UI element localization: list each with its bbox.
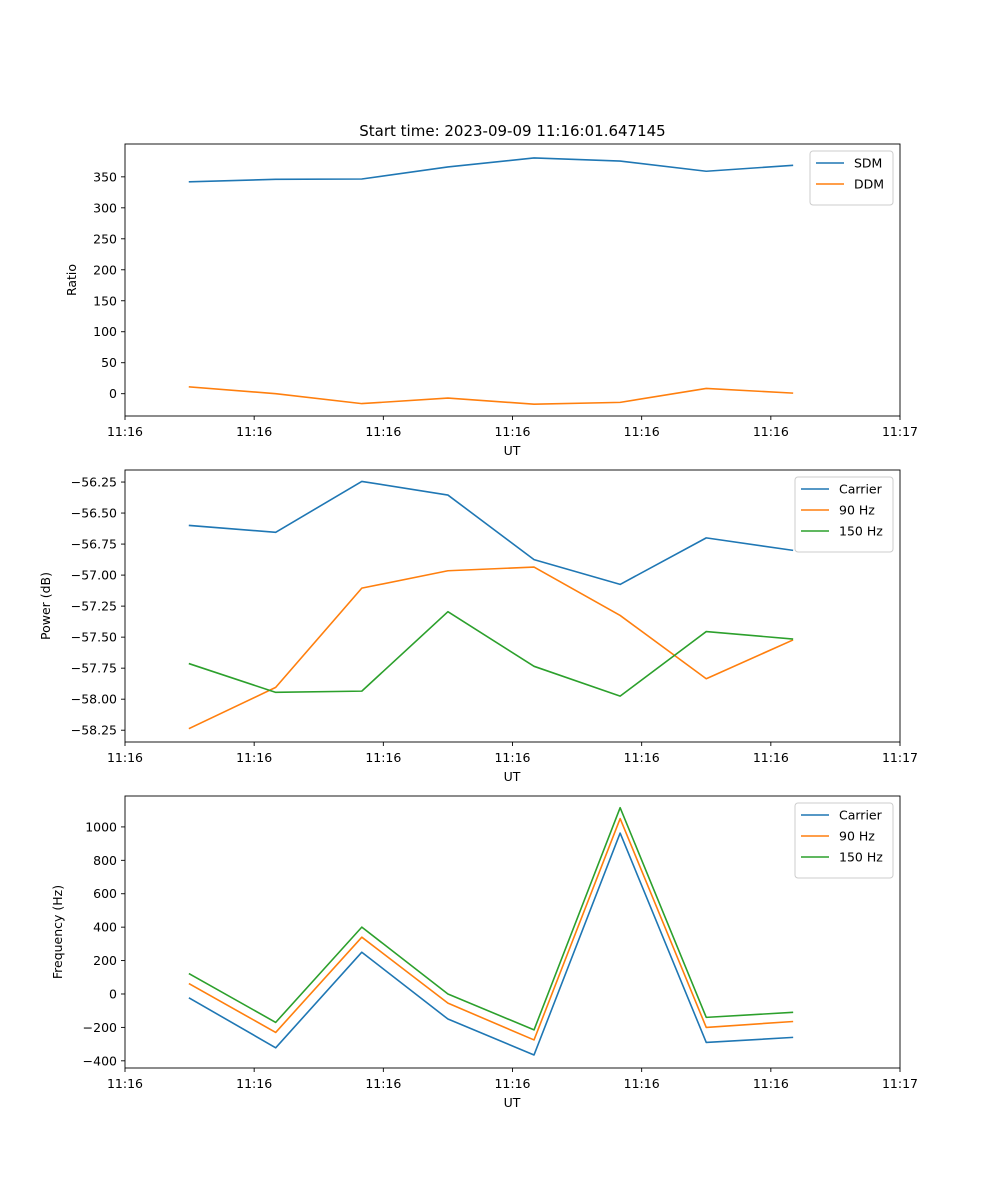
series-line-ddm <box>188 386 794 406</box>
y-tick-label: −56.50 <box>71 506 117 521</box>
y-tick-label: 100 <box>93 324 117 339</box>
x-tick-label: 11:16 <box>107 750 143 765</box>
x-tick-label: 11:16 <box>753 424 789 439</box>
x-tick-label: 11:16 <box>494 424 530 439</box>
y-tick-label: −57.25 <box>71 599 117 614</box>
y-axis-label: Power (dB) <box>38 572 53 640</box>
y-axis-label: Frequency (Hz) <box>50 885 65 979</box>
subplots: 11:16 11:16 11:16 11:16 11:16 11:16 11:17 0 50 10… <box>38 122 918 1110</box>
legend-box <box>794 802 894 879</box>
subplot-1: 11:16 11:16 11:16 11:16 11:16 11:16 11:17 0 50 10… <box>64 122 918 458</box>
y-tick-label: −57.75 <box>71 661 117 676</box>
x-tick-label: 11:16 <box>236 750 272 765</box>
x-tick-label: 11:16 <box>624 1076 660 1091</box>
x-tick-label: 11:16 <box>494 750 530 765</box>
legend-label: 90 Hz <box>839 503 875 518</box>
y-tick-label: 0 <box>109 386 117 401</box>
legend-label: 150 Hz <box>839 524 883 539</box>
y-tick-label: 250 <box>93 231 117 246</box>
series-line-carrier <box>188 832 794 1056</box>
y-tick-label: 350 <box>93 169 117 184</box>
chart-title: Start time: 2023-09-09 11:16:01.647145 <box>359 122 665 140</box>
x-tick-label: 11:16 <box>624 750 660 765</box>
x-tick-label: 11:16 <box>753 750 789 765</box>
x-tick-label: 11:16 <box>365 750 401 765</box>
x-tick-label: 11:17 <box>882 1076 918 1091</box>
series-line-150-hz <box>188 806 794 1031</box>
y-tick-label: 600 <box>93 886 117 901</box>
y-tick-label: −57.50 <box>71 630 117 645</box>
y-tick-label: 200 <box>93 262 117 277</box>
y-tick-label: −56.25 <box>71 475 117 490</box>
x-tick-label: 11:16 <box>624 424 660 439</box>
series-line-90-hz <box>188 566 794 730</box>
series-line-90-hz <box>188 817 794 1041</box>
x-axis-label: UT <box>504 443 521 458</box>
legend-label: SDM <box>854 156 882 171</box>
y-axis-label: Ratio <box>64 264 79 296</box>
x-tick-label: 11:17 <box>882 750 918 765</box>
subplot-2: 11:16 11:16 11:16 11:16 11:16 11:16 11:17 −56.2… <box>38 469 918 784</box>
legend-label: 90 Hz <box>839 829 875 844</box>
y-tick-label: −400 <box>83 1053 117 1068</box>
x-tick-label: 11:16 <box>236 1076 272 1091</box>
x-tick-label: 11:16 <box>107 1076 143 1091</box>
legend-label: DDM <box>854 177 884 192</box>
y-tick-label: 400 <box>93 920 117 935</box>
legend-box <box>794 476 894 553</box>
y-tick-label: −56.75 <box>71 537 117 552</box>
series-line-sdm <box>188 157 794 183</box>
series-line-carrier <box>188 480 794 586</box>
x-tick-label: 11:17 <box>882 424 918 439</box>
x-tick-label: 11:16 <box>494 1076 530 1091</box>
y-tick-label: −57.00 <box>71 568 117 583</box>
subplot-3: 11:16 11:16 11:16 11:16 11:16 11:16 11:17 −400 −… <box>50 795 918 1110</box>
legend-box <box>809 150 894 206</box>
y-tick-label: −58.25 <box>71 723 117 738</box>
legend-label: 150 Hz <box>839 850 883 865</box>
y-tick-label: 150 <box>93 293 117 308</box>
y-tick-label: 0 <box>109 986 117 1001</box>
x-tick-label: 11:16 <box>236 424 272 439</box>
series-line-150-hz <box>188 610 794 697</box>
y-tick-label: 800 <box>93 853 117 868</box>
y-tick-label: 1000 <box>85 819 117 834</box>
y-tick-label: 50 <box>101 355 117 370</box>
x-tick-label: 11:16 <box>107 424 143 439</box>
x-axis-label: UT <box>504 769 521 784</box>
legend-label: Carrier <box>839 808 883 823</box>
y-tick-label: 200 <box>93 953 117 968</box>
x-tick-label: 11:16 <box>365 424 401 439</box>
y-tick-label: −200 <box>83 1020 117 1035</box>
x-tick-label: 11:16 <box>365 1076 401 1091</box>
x-tick-label: 11:16 <box>753 1076 789 1091</box>
y-tick-label: −58.00 <box>71 692 117 707</box>
y-tick-label: 300 <box>93 200 117 215</box>
legend-label: Carrier <box>839 482 883 497</box>
x-axis-label: UT <box>504 1095 521 1110</box>
